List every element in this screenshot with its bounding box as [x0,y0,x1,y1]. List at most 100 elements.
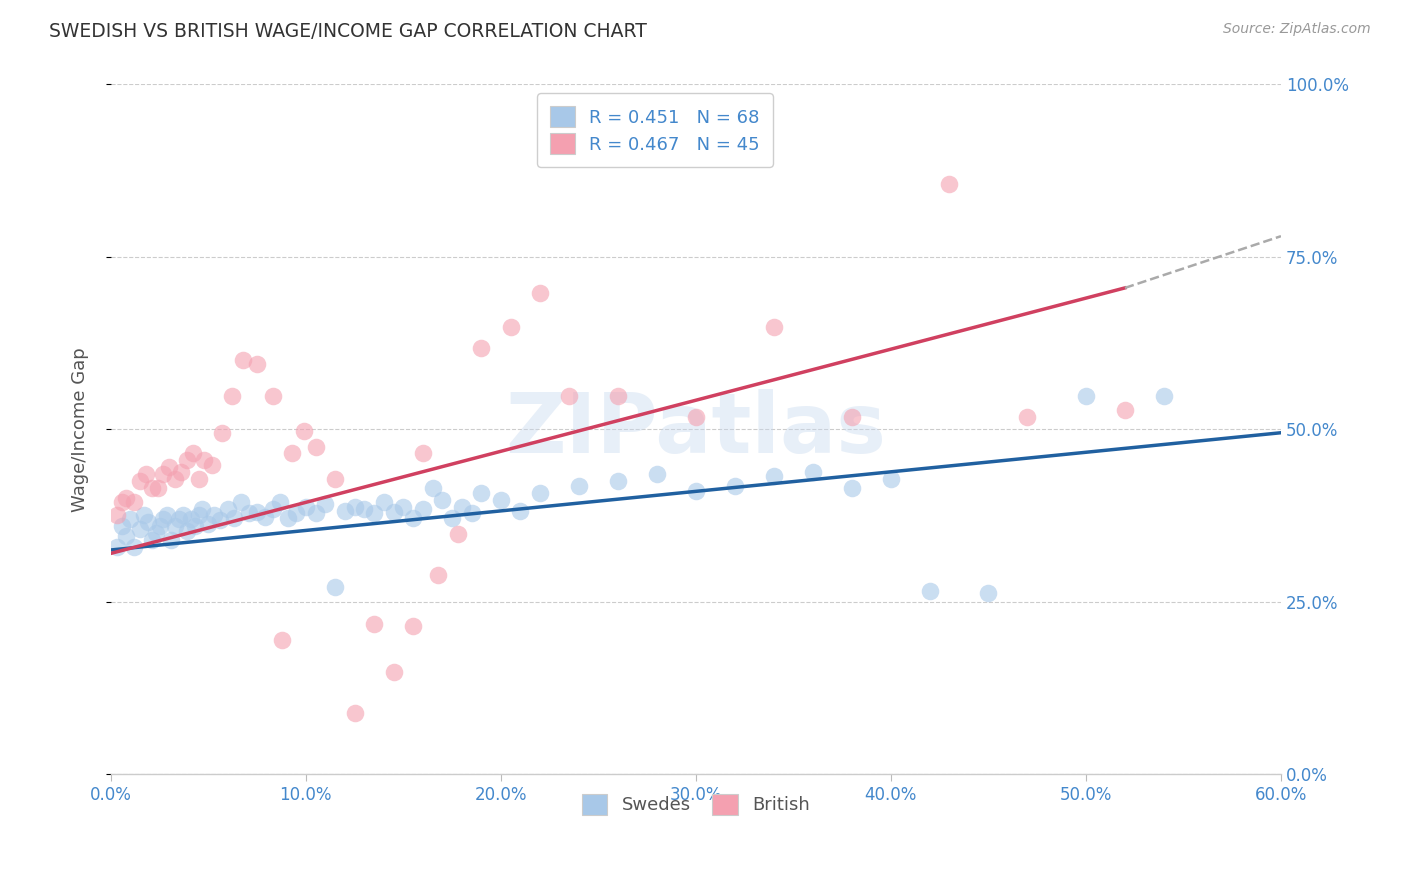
Point [353,501,375,516]
Point [441,510,464,524]
Point [363,507,385,521]
Point [253,509,276,524]
Point [1074,389,1097,403]
Point [432,492,454,507]
Point [176,524,198,539]
Point [271,632,294,647]
Point [762,469,785,483]
Point [122,540,145,554]
Point [450,500,472,514]
Point [1153,389,1175,403]
Point [880,472,903,486]
Point [105,508,128,523]
Point [938,178,960,192]
Point [685,484,707,499]
Point [148,519,170,533]
Point [246,357,269,371]
Point [231,494,253,508]
Point [363,616,385,631]
Point [197,517,219,532]
Point [568,479,591,493]
Point [221,389,243,403]
Point [314,497,336,511]
Point [187,508,209,523]
Point [145,525,167,540]
Point [285,507,308,521]
Point [136,516,159,530]
Point [217,501,239,516]
Point [470,341,492,355]
Point [382,665,405,679]
Point [170,465,193,479]
Point [202,508,225,523]
Point [208,513,231,527]
Point [157,460,180,475]
Point [470,485,492,500]
Point [160,533,183,547]
Point [529,485,551,500]
Point [294,500,316,514]
Point [724,479,747,493]
Point [180,512,202,526]
Point [183,519,205,533]
Point [129,474,152,488]
Point [105,540,128,554]
Point [343,706,366,721]
Point [187,472,209,486]
Point [841,481,863,495]
Point [762,320,785,334]
Point [606,389,628,403]
Point [111,519,134,533]
Point [558,389,581,403]
Point [129,522,152,536]
Point [382,505,405,519]
Point [111,494,134,508]
Point [304,440,326,454]
Point [269,494,291,508]
Text: SWEDISH VS BRITISH WAGE/INCOME GAP CORRELATION CHART: SWEDISH VS BRITISH WAGE/INCOME GAP CORRE… [49,22,647,41]
Point [222,510,245,524]
Point [392,500,415,514]
Point [422,481,444,495]
Point [191,501,214,516]
Point [292,424,315,438]
Legend: Swedes, British: Swedes, British [572,785,818,823]
Point [402,510,425,524]
Point [333,504,356,518]
Point [262,389,284,403]
Point [152,467,174,482]
Point [323,580,346,594]
Point [122,494,145,508]
Point [427,568,450,582]
Point [509,503,531,517]
Point [201,458,224,472]
Point [135,467,157,482]
Point [172,508,194,523]
Y-axis label: Wage/Income Gap: Wage/Income Gap [72,347,89,512]
Point [529,285,551,300]
Point [412,446,434,460]
Point [115,491,138,506]
Point [146,481,169,495]
Point [165,472,187,486]
Point [1017,409,1039,424]
Point [232,353,254,368]
Point [120,512,142,526]
Point [281,446,304,460]
Point [841,409,863,424]
Point [181,446,204,460]
Point [165,519,187,533]
Point [156,508,179,523]
Point [277,510,299,524]
Point [460,507,482,521]
Point [132,508,155,523]
Point [412,501,434,516]
Point [193,453,215,467]
Point [447,527,470,541]
Point [141,481,163,495]
Point [606,474,628,488]
Point [645,467,668,482]
Point [246,505,269,519]
Point [176,453,198,467]
Text: ZIPatlas: ZIPatlas [505,389,886,470]
